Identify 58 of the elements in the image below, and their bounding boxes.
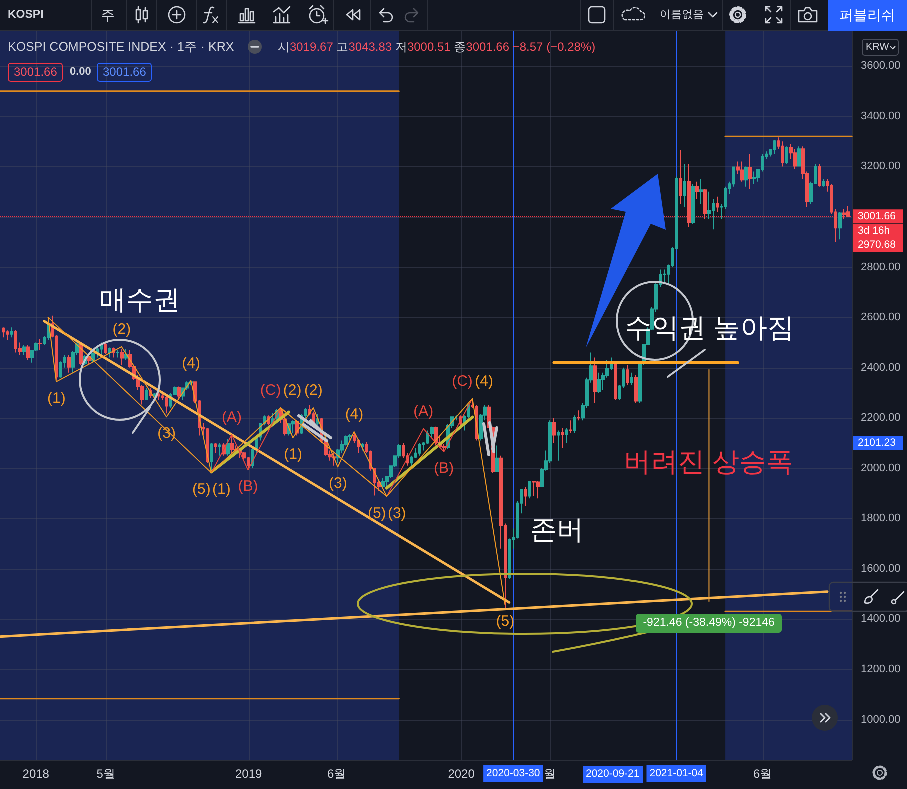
dropdown: KRW bbox=[862, 39, 899, 56]
annotation: (4) bbox=[345, 406, 364, 423]
ref-line-label: 2021-01-04 bbox=[650, 768, 704, 780]
annotation: (C) bbox=[452, 372, 473, 390]
x-tick-label: 6월 bbox=[753, 767, 772, 781]
annotation: 3001.66 bbox=[97, 63, 152, 82]
annotation: (B) bbox=[238, 478, 258, 496]
text: 이름없음 bbox=[660, 8, 704, 22]
text: 2020-09-21 bbox=[583, 766, 643, 783]
annotation: (3) bbox=[388, 504, 406, 522]
text: KOSPI bbox=[8, 8, 44, 22]
y-tick-label: 3200.00 bbox=[861, 160, 901, 173]
annotation: (A) bbox=[414, 402, 434, 420]
annotation: (3) bbox=[329, 475, 348, 492]
annotation: 존버 bbox=[530, 515, 584, 545]
ref-line-label: 2020-03-30 bbox=[486, 768, 540, 780]
ref-line-label: 3001.66 bbox=[858, 210, 896, 223]
annotation: (B) bbox=[434, 460, 454, 478]
y-tick-label: 2800.00 bbox=[861, 261, 901, 274]
annotation: (1) bbox=[48, 390, 66, 407]
y-tick-label: 2200.00 bbox=[861, 412, 901, 424]
y-tick-label: 2400.00 bbox=[861, 362, 901, 374]
annotation: (2) bbox=[283, 382, 302, 400]
y-tick-label: 1600.00 bbox=[861, 562, 901, 575]
x-tick-label: 6월 bbox=[327, 767, 346, 781]
text: 주 bbox=[101, 7, 115, 24]
annotation: (5) bbox=[192, 480, 211, 498]
y-tick-label: 1000.00 bbox=[861, 714, 901, 726]
annotation: (1) bbox=[212, 480, 231, 498]
annotation: 매수권 bbox=[100, 285, 180, 315]
text: KOSPI COMPOSITE INDEX · 1주 · KRX bbox=[8, 40, 234, 55]
y-tick-label: 2600.00 bbox=[861, 312, 901, 324]
text: 3d 16h bbox=[853, 224, 903, 238]
y-tick-label: 3400.00 bbox=[861, 110, 901, 122]
annotation: (2) bbox=[304, 382, 323, 400]
annotation: (C) bbox=[260, 382, 282, 400]
y-tick-label: 1400.00 bbox=[861, 613, 901, 626]
annotation: -921.46 (-38.49%) -92146 bbox=[636, 614, 782, 634]
x-tick-label: 월 bbox=[544, 767, 556, 781]
annotation: (4) bbox=[475, 372, 494, 390]
text: 2970.68 bbox=[853, 238, 903, 252]
y-tick-label: 1800.00 bbox=[861, 512, 901, 525]
annotation: 0.00 bbox=[70, 66, 92, 79]
x-tick-label: 2018 bbox=[22, 767, 50, 781]
annotation: (A) bbox=[222, 408, 242, 426]
button: 퍼블리쉬 bbox=[828, 0, 907, 31]
x-tick-label: 2020 bbox=[448, 767, 476, 781]
y-tick-label: 3600.00 bbox=[861, 60, 901, 72]
annotation: (4) bbox=[182, 354, 200, 372]
annotation: (2) bbox=[112, 320, 132, 338]
text: 2101.23 bbox=[853, 436, 903, 450]
x-tick-label: 5월 bbox=[96, 767, 116, 781]
annotation: (1) bbox=[284, 446, 302, 463]
x-tick-label: 2019 bbox=[235, 767, 263, 781]
annotation: 3001.66 bbox=[8, 63, 64, 82]
annotation: (5) bbox=[368, 504, 386, 522]
y-tick-label: 2000.00 bbox=[861, 462, 901, 474]
y-tick-label: 1200.00 bbox=[861, 664, 901, 676]
